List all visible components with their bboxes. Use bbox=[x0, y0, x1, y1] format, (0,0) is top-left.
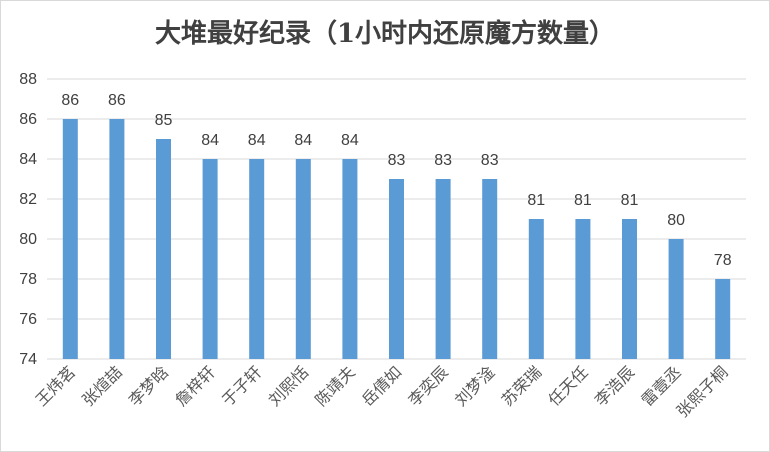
bar bbox=[389, 179, 404, 359]
bar bbox=[202, 159, 218, 359]
y-tick-label: 74 bbox=[19, 351, 37, 368]
y-tick-label: 78 bbox=[19, 271, 37, 288]
data-label: 83 bbox=[434, 152, 452, 169]
x-tick-label: 刘梦淦 bbox=[451, 362, 498, 409]
data-label: 83 bbox=[388, 152, 406, 169]
data-label: 84 bbox=[201, 132, 219, 149]
data-label: 80 bbox=[667, 212, 685, 229]
x-tick-label: 张熙子桐 bbox=[673, 362, 732, 421]
bar bbox=[156, 139, 171, 359]
data-label: 81 bbox=[527, 192, 545, 209]
bar bbox=[575, 219, 591, 359]
data-label: 84 bbox=[248, 132, 266, 149]
x-tick-label: 李奕辰 bbox=[405, 362, 452, 409]
data-label: 81 bbox=[621, 192, 639, 209]
x-tick-label: 刘熙恬 bbox=[265, 362, 312, 409]
data-label: 86 bbox=[108, 92, 126, 109]
x-tick-label: 詹梓轩 bbox=[172, 362, 219, 409]
bar bbox=[62, 119, 78, 359]
chart-title: 大堆最好纪录（1小时内还原魔方数量） bbox=[154, 19, 616, 49]
y-tick-label: 82 bbox=[19, 191, 37, 208]
data-label: 78 bbox=[714, 252, 732, 269]
x-tick-label: 王炜茗 bbox=[32, 362, 79, 409]
data-label: 83 bbox=[481, 152, 499, 169]
x-tick-label: 李浩辰 bbox=[591, 362, 638, 409]
bar bbox=[482, 179, 498, 359]
bar bbox=[668, 239, 684, 359]
x-tick-label: 李梦晗 bbox=[125, 362, 172, 409]
y-tick-label: 84 bbox=[19, 151, 37, 168]
x-tick-label: 岳倩如 bbox=[358, 362, 405, 409]
bar bbox=[715, 279, 731, 359]
bar bbox=[109, 119, 125, 359]
y-tick-label: 80 bbox=[19, 231, 37, 248]
data-label: 81 bbox=[574, 192, 592, 209]
y-tick-label: 86 bbox=[19, 111, 37, 128]
bar bbox=[342, 159, 358, 359]
data-label: 86 bbox=[61, 92, 79, 109]
bar bbox=[622, 219, 637, 359]
bar bbox=[435, 179, 451, 359]
y-tick-label: 88 bbox=[19, 71, 37, 88]
data-label: 84 bbox=[294, 132, 312, 149]
y-tick-label: 76 bbox=[19, 311, 37, 328]
data-label: 84 bbox=[341, 132, 359, 149]
bar bbox=[249, 159, 265, 359]
x-tick-label: 任天任 bbox=[544, 362, 591, 409]
data-label: 85 bbox=[155, 112, 173, 129]
bar bbox=[528, 219, 544, 359]
x-tick-label: 于子轩 bbox=[218, 362, 265, 409]
x-tick-label: 陈靖夫 bbox=[311, 362, 358, 409]
bar bbox=[295, 159, 311, 359]
x-tick-label: 张煊喆 bbox=[78, 362, 125, 409]
x-tick-label: 苏荣瑞 bbox=[498, 362, 545, 409]
